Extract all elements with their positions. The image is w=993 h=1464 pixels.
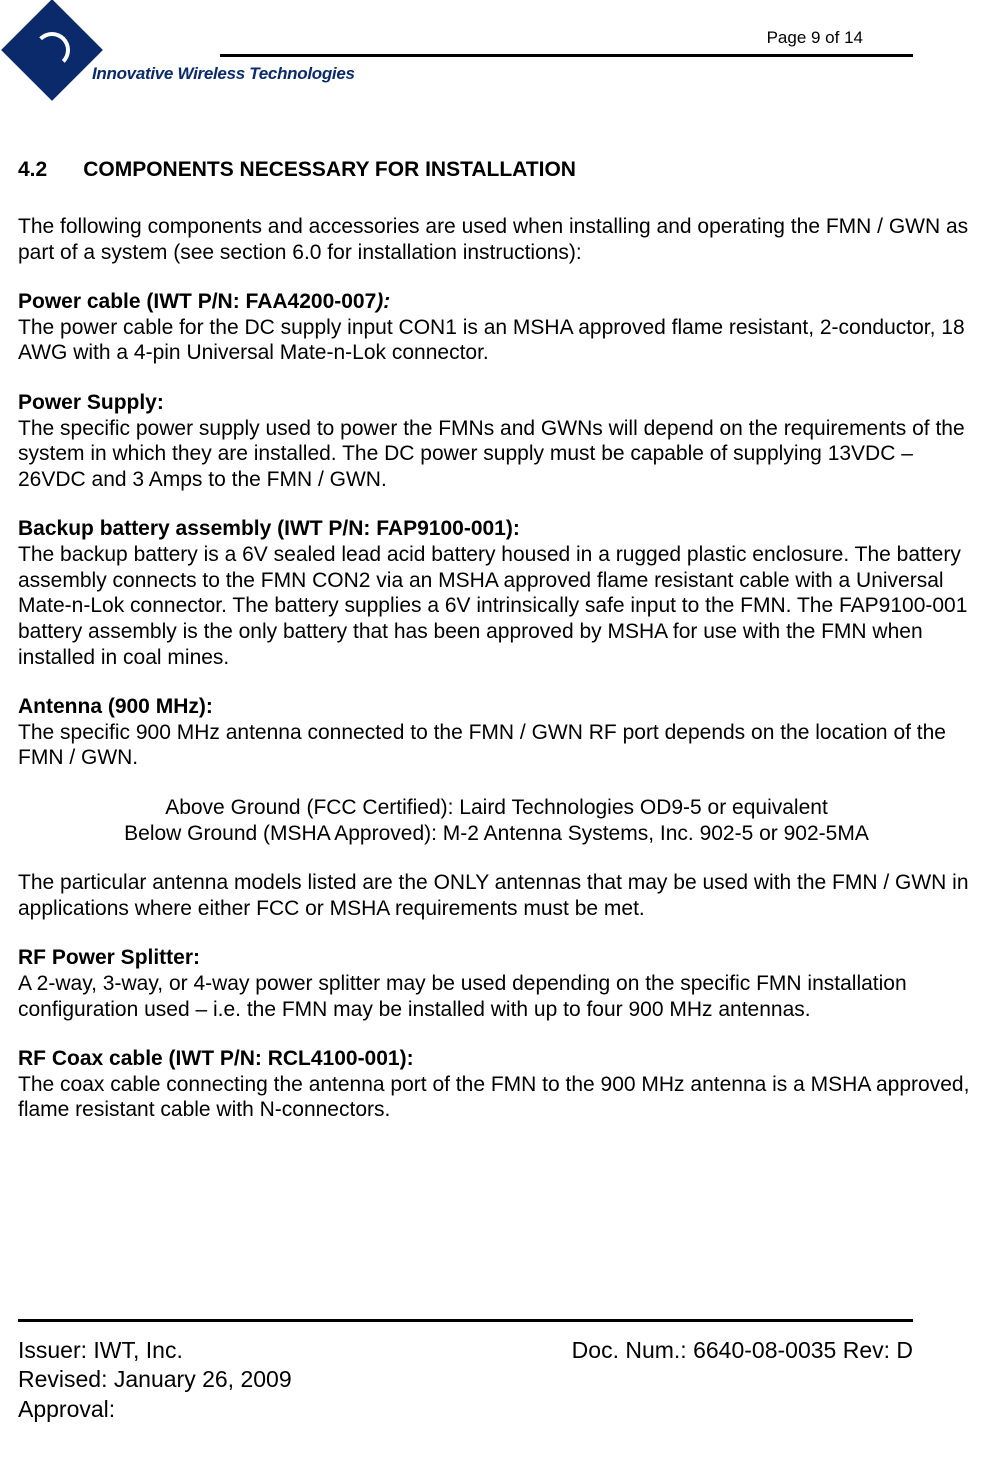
- section-heading: 4.2 COMPONENTS NECESSARY FOR INSTALLATION: [18, 158, 975, 182]
- backup-battery-block: Backup battery assembly (IWT P/N: FAP910…: [18, 516, 975, 670]
- antenna-note: The particular antenna models listed are…: [18, 870, 975, 921]
- rf-coax-block: RF Coax cable (IWT P/N: RCL4100-001): Th…: [18, 1046, 975, 1123]
- power-supply-heading: Power Supply:: [18, 390, 975, 416]
- power-supply-block: Power Supply: The specific power supply …: [18, 390, 975, 492]
- footer-row-2: Revised: January 26, 2009: [18, 1365, 975, 1394]
- page-footer: Issuer: IWT, Inc. Doc. Num.: 6640-08-003…: [18, 1319, 975, 1424]
- page-indicator: Page 9 of 14: [767, 20, 975, 48]
- rf-splitter-block: RF Power Splitter: A 2-way, 3-way, or 4-…: [18, 945, 975, 1022]
- intro-paragraph: The following components and accessories…: [18, 214, 975, 265]
- footer-revised: Revised: January 26, 2009: [18, 1365, 292, 1394]
- section-title: COMPONENTS NECESSARY FOR INSTALLATION: [83, 158, 576, 181]
- page-header: Innovative Wireless Technologies Page 9 …: [18, 20, 975, 86]
- antenna-above-ground: Above Ground (FCC Certified): Laird Tech…: [18, 795, 975, 821]
- section-number: 4.2: [18, 158, 47, 182]
- footer-row-3: Approval:: [18, 1395, 975, 1424]
- footer-doc-num: Doc. Num.: 6640-08-0035 Rev: D: [572, 1336, 975, 1365]
- power-supply-body: The specific power supply used to power …: [18, 416, 975, 493]
- backup-battery-heading: Backup battery assembly (IWT P/N: FAP910…: [18, 516, 975, 542]
- backup-battery-body: The backup battery is a 6V sealed lead a…: [18, 542, 975, 670]
- header-divider: [220, 54, 913, 57]
- logo-block: Innovative Wireless Technologies: [18, 20, 355, 86]
- footer-divider: [18, 1319, 913, 1322]
- rf-splitter-body: A 2-way, 3-way, or 4-way power splitter …: [18, 971, 975, 1022]
- document-page: Innovative Wireless Technologies Page 9 …: [0, 0, 993, 1464]
- power-cable-heading-prefix: Power cable (IWT P/N: FAA4200-007: [18, 290, 376, 313]
- antenna-block: Antenna (900 MHz): The specific 900 MHz …: [18, 694, 975, 771]
- rf-splitter-heading: RF Power Splitter:: [18, 945, 975, 971]
- power-cable-block: Power cable (IWT P/N: FAA4200-007): The …: [18, 289, 975, 366]
- document-body: 4.2 COMPONENTS NECESSARY FOR INSTALLATION…: [18, 158, 975, 1123]
- footer-issuer: Issuer: IWT, Inc.: [18, 1336, 183, 1365]
- logo-text: Innovative Wireless Technologies: [92, 64, 355, 84]
- footer-approval: Approval:: [18, 1395, 115, 1424]
- footer-row-1: Issuer: IWT, Inc. Doc. Num.: 6640-08-003…: [18, 1336, 975, 1365]
- power-cable-heading: Power cable (IWT P/N: FAA4200-007):: [18, 289, 975, 315]
- power-cable-body: The power cable for the DC supply input …: [18, 315, 975, 366]
- logo-icon: [1, 0, 103, 101]
- antenna-below-ground: Below Ground (MSHA Approved): M-2 Antenn…: [18, 821, 975, 847]
- power-cable-heading-suffix: ):: [376, 290, 390, 313]
- rf-coax-body: The coax cable connecting the antenna po…: [18, 1072, 975, 1123]
- antenna-body: The specific 900 MHz antenna connected t…: [18, 720, 975, 771]
- antenna-heading: Antenna (900 MHz):: [18, 694, 975, 720]
- rf-coax-heading: RF Coax cable (IWT P/N: RCL4100-001):: [18, 1046, 975, 1072]
